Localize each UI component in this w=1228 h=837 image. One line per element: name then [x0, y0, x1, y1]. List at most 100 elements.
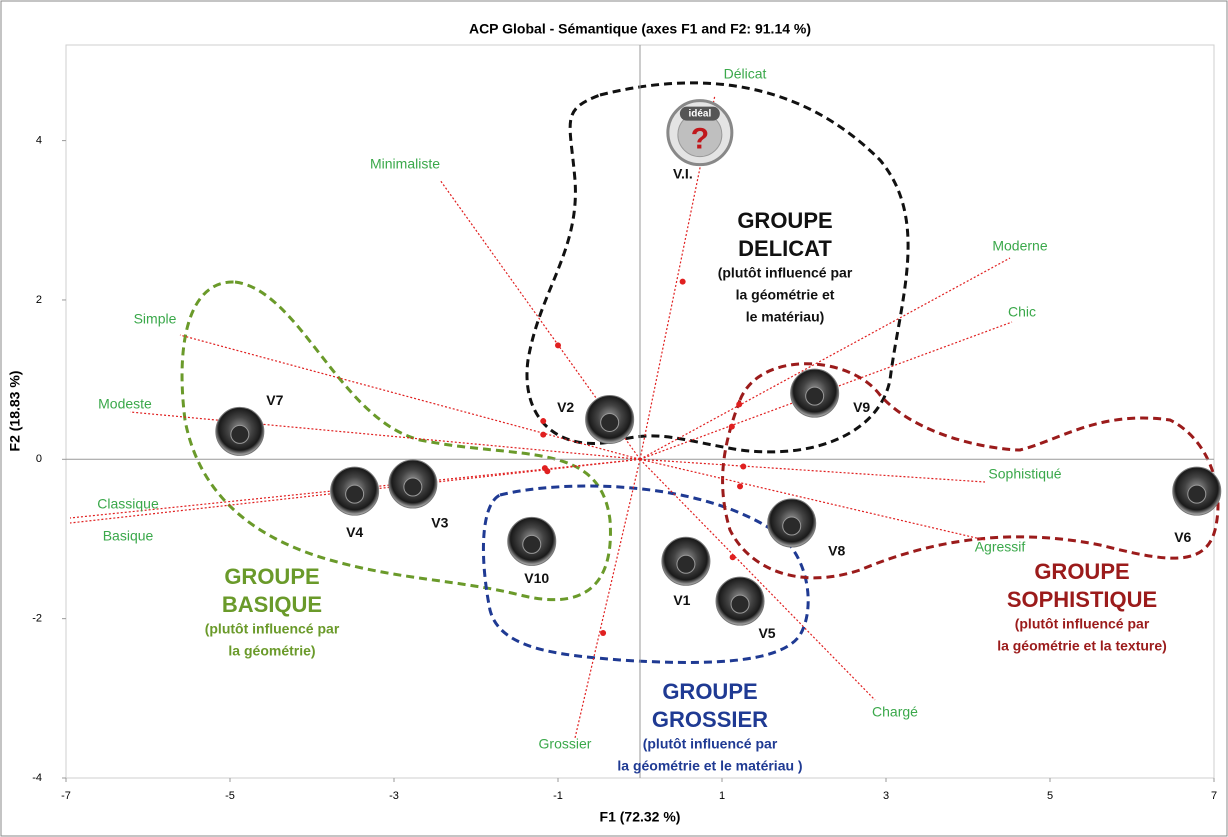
- variable-point: [740, 463, 747, 470]
- group-title: GROUPE: [1034, 559, 1129, 584]
- point-label: V9: [853, 399, 870, 415]
- y-tick-label: 2: [36, 294, 42, 306]
- ideal-icon-badge: [679, 106, 720, 121]
- wheel-point: [661, 536, 711, 586]
- point-label: V3: [431, 515, 448, 531]
- x-axis-label: F1 (72.32 %): [600, 809, 681, 825]
- y-tick-label: 0: [36, 453, 42, 465]
- variable-point: [541, 465, 548, 472]
- ideal-icon-mark: ?: [691, 123, 709, 156]
- group-title: SOPHISTIQUE: [1007, 587, 1157, 612]
- outline-grossier: [481, 484, 810, 664]
- group-title: BASIQUE: [222, 592, 322, 617]
- group-title: DELICAT: [738, 236, 832, 261]
- group-outlines: [180, 81, 1220, 664]
- outline-basique: [180, 280, 612, 602]
- group-note: (plutôt influencé par: [718, 265, 853, 281]
- wheel-point: [585, 394, 635, 444]
- point-label: V8: [828, 543, 845, 559]
- wheel-point: [330, 466, 380, 516]
- variable-ray: [69, 458, 641, 519]
- wheel-hub: [1187, 484, 1207, 504]
- variable-point: [736, 401, 743, 408]
- point-label: V6: [1174, 529, 1191, 545]
- variable-ray: [179, 334, 641, 460]
- point-label: V4: [346, 524, 363, 540]
- x-tick-label: -3: [389, 790, 399, 802]
- x-tick-label: 3: [883, 790, 889, 802]
- point-label: V1: [673, 592, 690, 608]
- outline-sophistique: [721, 362, 1220, 580]
- point-label: V.I.: [673, 165, 693, 181]
- wheel-hub: [600, 412, 620, 432]
- variable-point: [679, 278, 686, 285]
- group-note: (plutôt influencé par: [1015, 616, 1150, 632]
- wheel-point: [1172, 466, 1222, 516]
- variable-label: Simple: [134, 311, 177, 327]
- variable-ray: [129, 411, 641, 460]
- group-note: la géométrie et: [736, 287, 835, 303]
- point-label: V10: [524, 570, 549, 586]
- wheel-hub: [805, 386, 825, 406]
- wheel-hub: [782, 516, 802, 536]
- x-tick-label: -5: [225, 790, 235, 802]
- variable-label: Grossier: [539, 736, 592, 752]
- point-label: V5: [758, 625, 775, 641]
- wheel-point: [507, 516, 557, 566]
- variable-point: [540, 431, 547, 438]
- group-note: (plutôt influencé par: [205, 621, 340, 637]
- variable-label: Chic: [1008, 304, 1036, 320]
- variable-ray: [639, 458, 986, 483]
- wheel-hub: [403, 477, 423, 497]
- group-note: la géométrie): [228, 643, 315, 659]
- variable-label: Moderne: [992, 238, 1047, 254]
- group-note: le matériau): [746, 309, 825, 325]
- x-tick-label: 5: [1047, 790, 1053, 802]
- wheel-point: [715, 576, 765, 626]
- x-tick-label: 7: [1211, 790, 1217, 802]
- y-tick-label: -4: [32, 772, 42, 784]
- variable-label: Sophistiqué: [988, 466, 1061, 482]
- group-title: GROUPE: [737, 208, 832, 233]
- group-note: la géométrie et le matériau ): [617, 758, 802, 774]
- group-title: GROUPE: [224, 564, 319, 589]
- wheel-hub: [345, 484, 365, 504]
- ideal-icon-text: idéal: [688, 108, 711, 119]
- variable-point: [555, 342, 561, 349]
- variable-label: Chargé: [872, 704, 918, 720]
- wheel-point: [388, 459, 438, 509]
- variable-ray: [639, 458, 986, 541]
- variable-label: Agressif: [975, 539, 1026, 555]
- wheel-hub: [730, 594, 750, 614]
- variable-point: [728, 423, 735, 430]
- outline-delicat: [525, 81, 910, 454]
- wheel-point: [215, 406, 265, 456]
- variable-point: [600, 629, 607, 636]
- point-label: V7: [266, 392, 283, 408]
- group-title: GROUPE: [662, 679, 757, 704]
- variable-label: Délicat: [724, 66, 767, 82]
- wheel-point: [790, 368, 840, 418]
- y-axis-label: F2 (18.83 %): [7, 371, 23, 452]
- variable-ray: [639, 458, 876, 701]
- variable-ray: [69, 458, 641, 524]
- variable-point: [729, 554, 736, 561]
- y-tick-label: 4: [36, 135, 42, 147]
- x-tick-label: 1: [719, 790, 725, 802]
- variable-label: Modeste: [98, 396, 152, 412]
- wheel-hub: [230, 424, 250, 444]
- chart-title: ACP Global - Sémantique (axes F1 and F2:…: [469, 21, 811, 37]
- group-title: GROSSIER: [652, 707, 768, 732]
- variable-label: Minimaliste: [370, 156, 440, 172]
- wheel-hub: [676, 554, 696, 574]
- point-label: V2: [557, 399, 574, 415]
- y-tick-label: -2: [32, 613, 42, 625]
- ideal-point: idéal?: [666, 99, 734, 167]
- x-tick-label: -1: [553, 790, 563, 802]
- variable-label: Basique: [103, 528, 154, 544]
- wheel-hub: [522, 534, 542, 554]
- group-note: la géométrie et la texture): [997, 638, 1167, 654]
- group-note: (plutôt influencé par: [643, 736, 778, 752]
